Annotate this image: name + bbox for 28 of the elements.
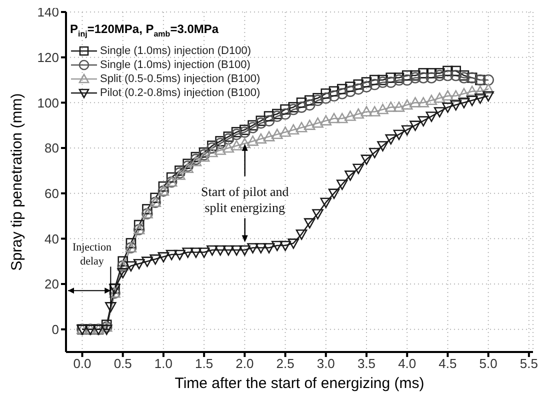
x-axis-title: Time after the start of energizing (ms) <box>174 375 424 392</box>
x-tick-label: 4.5 <box>438 356 457 372</box>
x-tick-label: 3.0 <box>316 356 335 372</box>
legend-label: Pilot (0.2-0.8ms) injection (B100) <box>100 86 260 100</box>
x-tick-label: 5.5 <box>520 356 538 372</box>
x-tick-label: 2.0 <box>236 356 254 372</box>
y-tick-label: 0 <box>52 322 59 337</box>
annotation: Injection delay <box>72 242 112 268</box>
x-tick-label: 5.0 <box>479 356 498 372</box>
y-tick-label: 20 <box>44 276 59 292</box>
x-tick-label: 1.0 <box>154 356 172 372</box>
x-tick-label: 4.0 <box>398 356 416 372</box>
legend-label: Single (1.0ms) injection (D100) <box>100 44 252 58</box>
legend-label: Single (1.0ms) injection (B100) <box>100 58 250 72</box>
legend-title: P$_{inj}$=120MPa, P$_{amb}$=3.0MPa <box>70 22 219 38</box>
x-tick-label: 2.5 <box>276 356 294 372</box>
x-tick-label: 1.5 <box>195 356 214 372</box>
y-tick-label: 60 <box>44 186 59 201</box>
y-tick-label: 120 <box>37 50 59 65</box>
y-axis-title: Spray tip penetration (mm) <box>8 93 26 271</box>
x-tick-label: 3.5 <box>357 356 376 372</box>
x-tick-label: 0.5 <box>114 356 132 372</box>
y-tick-label: 80 <box>44 140 59 156</box>
legend-label: Split (0.5-0.5ms) injection (B100) <box>100 72 260 86</box>
y-tick-label: 40 <box>44 231 59 246</box>
y-tick-label: 100 <box>37 95 59 110</box>
x-tick-label: 0.0 <box>73 356 92 372</box>
annotation: Start of pilot and split energizing <box>200 184 290 216</box>
